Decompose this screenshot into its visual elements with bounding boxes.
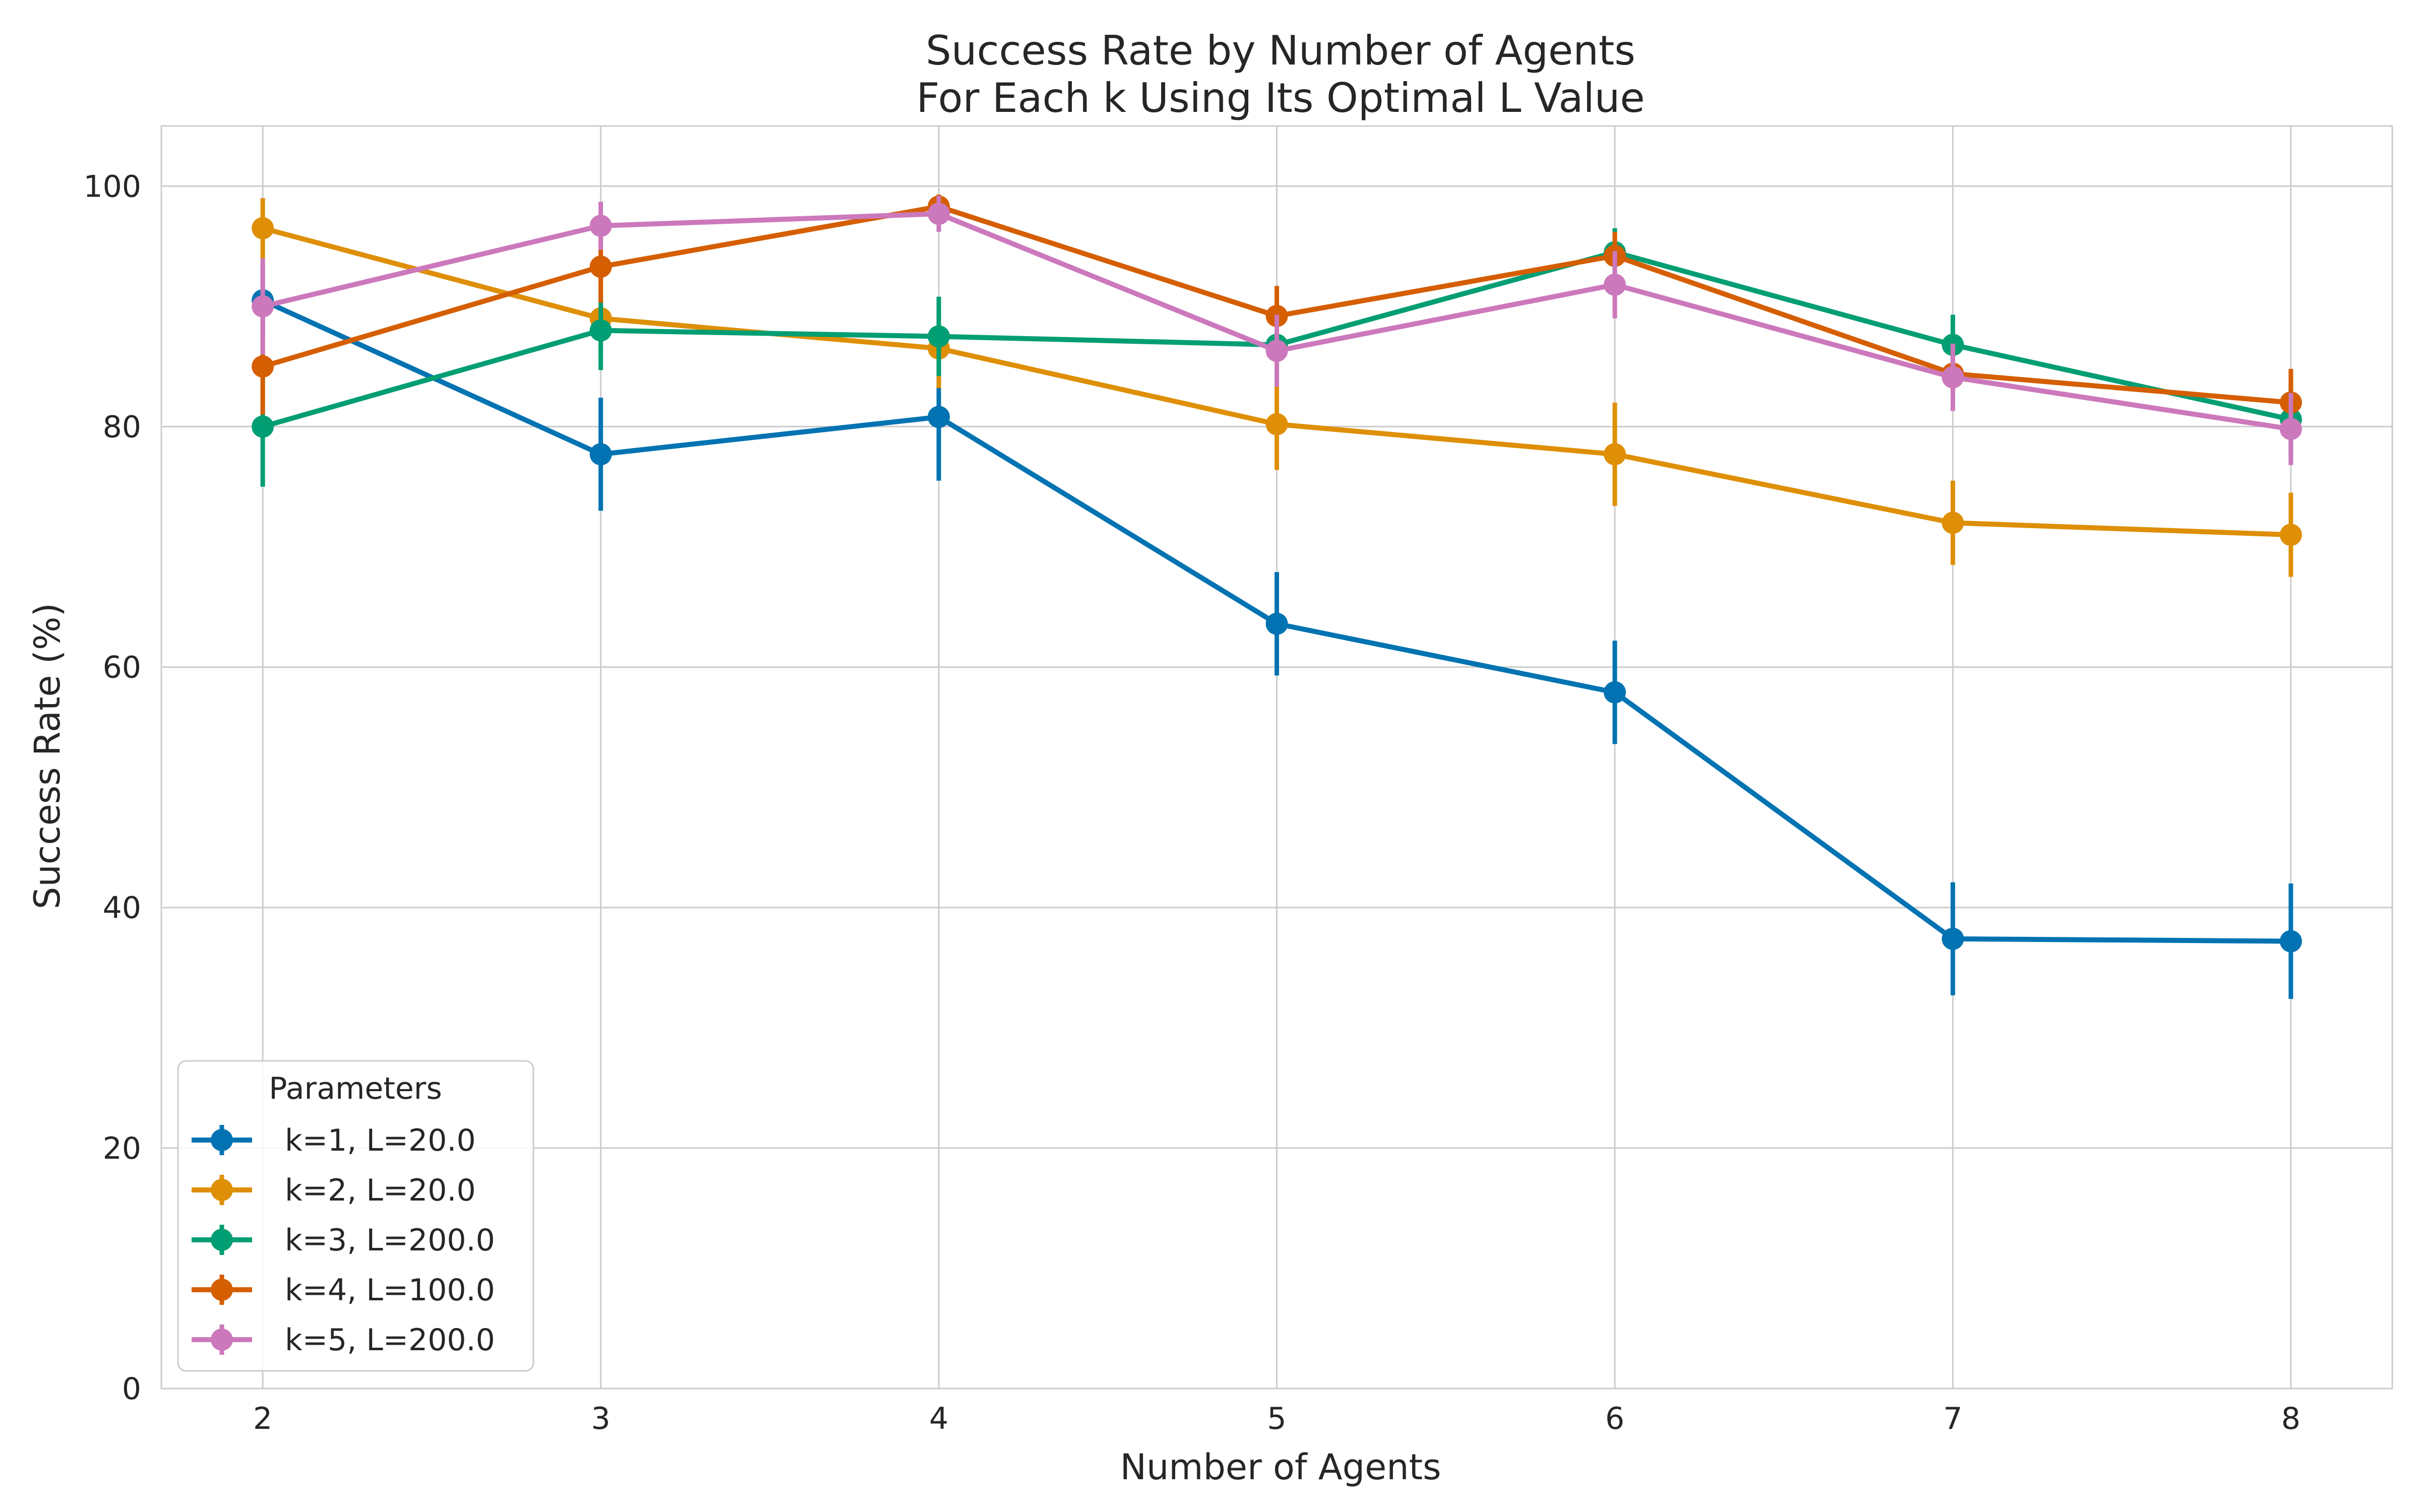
data-point bbox=[1942, 366, 1964, 389]
y-tick-label: 80 bbox=[103, 409, 141, 445]
legend-label: k=2, L=20.0 bbox=[285, 1173, 476, 1208]
legend-label: k=5, L=200.0 bbox=[285, 1322, 495, 1358]
y-axis-label: Success Rate (%) bbox=[27, 603, 68, 909]
x-axis-label: Number of Agents bbox=[1120, 1446, 1441, 1488]
x-tick-label: 4 bbox=[929, 1401, 948, 1436]
legend-item: k=3, L=200.0 bbox=[192, 1223, 495, 1258]
legend-item: k=5, L=200.0 bbox=[192, 1322, 495, 1358]
legend-item: k=1, L=20.0 bbox=[192, 1123, 476, 1158]
x-tick-label: 2 bbox=[253, 1401, 272, 1436]
x-tick-label: 6 bbox=[1605, 1401, 1624, 1436]
legend-item: k=4, L=100.0 bbox=[192, 1273, 495, 1308]
chart-title: Success Rate by Number of Agents bbox=[926, 27, 1636, 74]
data-point bbox=[928, 203, 950, 225]
data-point bbox=[589, 319, 612, 342]
data-point bbox=[2279, 524, 2302, 546]
data-point bbox=[252, 355, 274, 378]
legend-swatch-marker bbox=[211, 1179, 233, 1201]
data-point bbox=[252, 295, 274, 318]
data-point bbox=[252, 415, 274, 438]
data-point bbox=[2279, 418, 2302, 440]
series-layer bbox=[252, 194, 2302, 999]
chart-subtitle: For Each k Using Its Optimal L Value bbox=[917, 75, 1645, 121]
x-tick-label: 5 bbox=[1267, 1401, 1286, 1436]
data-point bbox=[1603, 273, 1626, 296]
y-tick-labels: 0 20 40 60 80 100 bbox=[83, 169, 141, 1407]
series-5 bbox=[252, 196, 2302, 465]
x-tick-label: 3 bbox=[591, 1401, 610, 1436]
data-point bbox=[589, 256, 612, 278]
legend-title: Parameters bbox=[269, 1071, 442, 1106]
x-tick-label: 7 bbox=[1943, 1401, 1962, 1436]
legend-items: k=1, L=20.0 k=2, L=20.0 k=3, L=200.0 k=4, L… bbox=[192, 1123, 495, 1358]
data-point bbox=[1265, 340, 1288, 362]
data-point bbox=[928, 325, 950, 348]
y-tick-label: 0 bbox=[122, 1371, 141, 1407]
data-point bbox=[252, 217, 274, 239]
x-tick-label: 8 bbox=[2281, 1401, 2301, 1436]
legend-item: k=2, L=20.0 bbox=[192, 1173, 476, 1208]
y-tick-label: 60 bbox=[103, 650, 141, 685]
data-point bbox=[2279, 930, 2302, 953]
plot-frame bbox=[160, 125, 2393, 1390]
data-point bbox=[1942, 512, 1964, 534]
data-point bbox=[1265, 413, 1288, 435]
data-point bbox=[1603, 443, 1626, 466]
legend-swatch-marker bbox=[211, 1279, 233, 1301]
legend-swatch-marker bbox=[211, 1329, 233, 1351]
data-point bbox=[589, 215, 612, 237]
legend-swatch-marker bbox=[211, 1129, 233, 1151]
legend-frame bbox=[177, 1060, 534, 1372]
x-tick-labels: 2 3 4 5 6 7 8 bbox=[253, 1401, 2301, 1436]
data-point bbox=[928, 406, 950, 428]
data-point bbox=[589, 443, 612, 466]
data-point bbox=[1265, 612, 1288, 635]
legend-swatch-marker bbox=[211, 1229, 233, 1251]
legend-label: k=4, L=100.0 bbox=[285, 1273, 495, 1308]
data-point bbox=[1942, 927, 1964, 950]
y-tick-label: 20 bbox=[103, 1131, 141, 1166]
legend: Parameters k=1, L=20.0 k=2, L=20.0 k=3, L=… bbox=[177, 1060, 534, 1372]
legend-label: k=1, L=20.0 bbox=[285, 1123, 476, 1158]
legend-label: k=3, L=200.0 bbox=[285, 1223, 495, 1258]
y-tick-label: 100 bbox=[83, 169, 141, 204]
y-tick-label: 40 bbox=[103, 891, 141, 926]
data-point bbox=[1603, 681, 1626, 704]
